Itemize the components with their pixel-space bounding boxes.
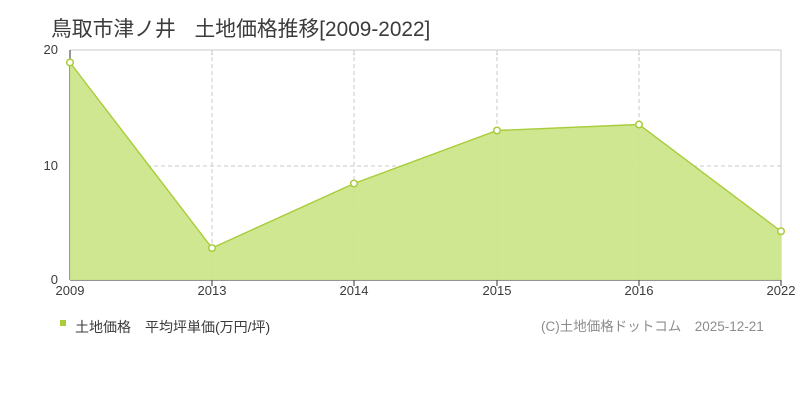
svg-text:20: 20	[44, 42, 58, 57]
svg-text:2016: 2016	[625, 283, 654, 298]
svg-text:2009: 2009	[56, 283, 85, 298]
svg-text:2014: 2014	[340, 283, 369, 298]
svg-text:2022: 2022	[767, 283, 796, 298]
svg-text:2015: 2015	[483, 283, 512, 298]
svg-text:10: 10	[44, 158, 58, 173]
svg-text:2013: 2013	[198, 283, 227, 298]
